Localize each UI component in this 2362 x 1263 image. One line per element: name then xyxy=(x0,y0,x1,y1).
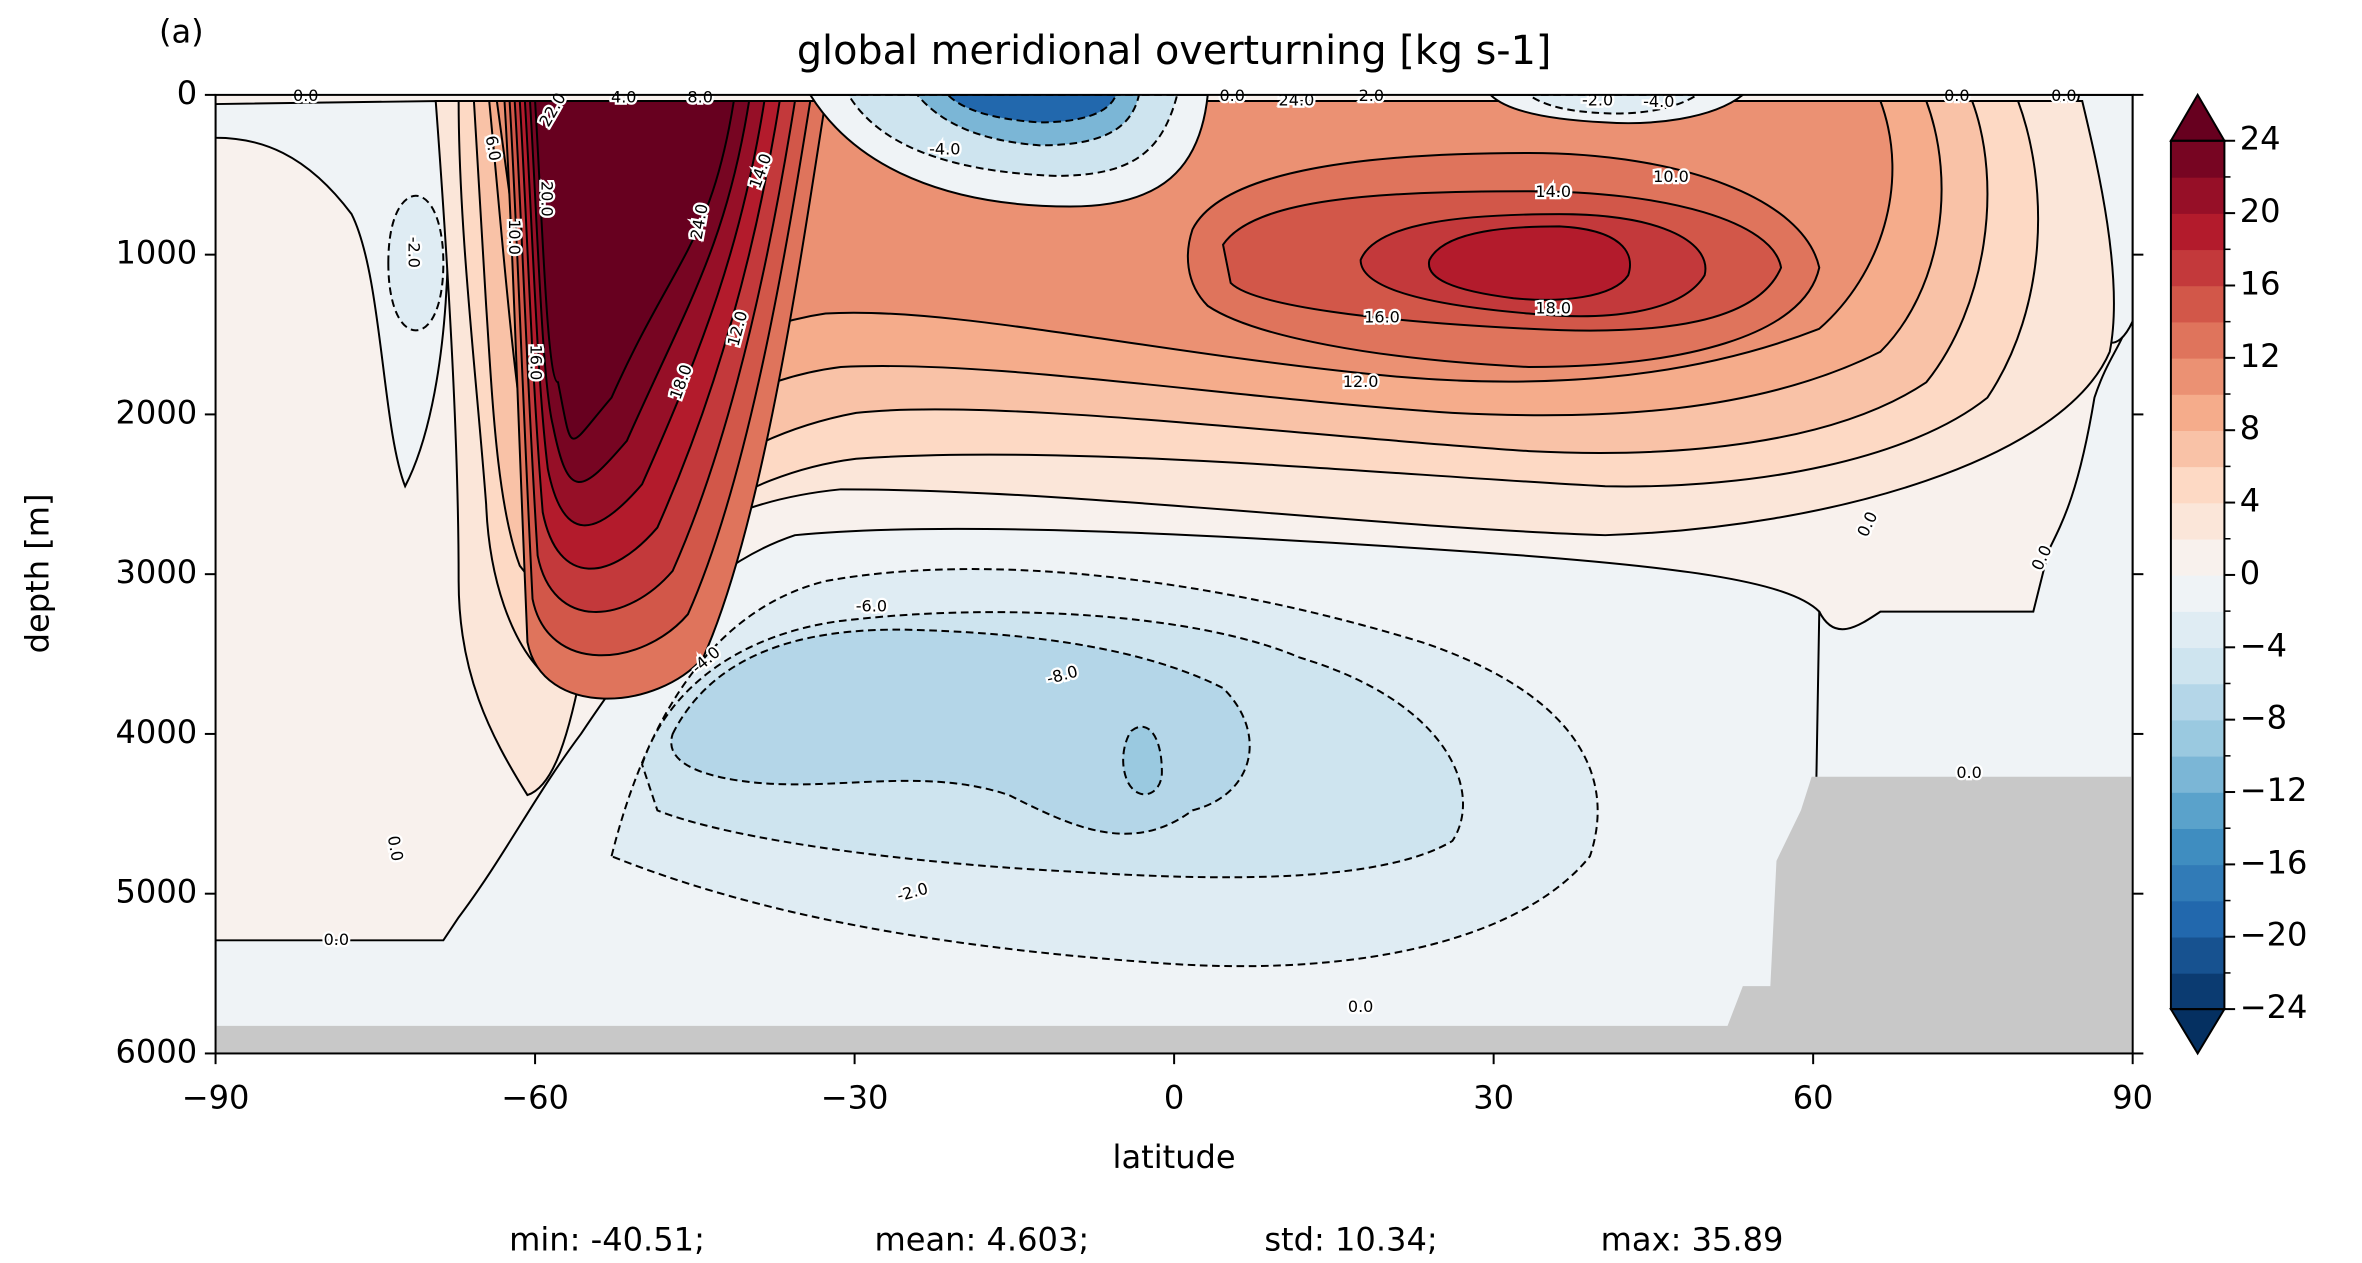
colorbar-band xyxy=(2170,430,2225,468)
y-tick-label: 1000 xyxy=(116,234,198,272)
y-tick-label: 4000 xyxy=(116,713,198,751)
contour-label: 12.0 xyxy=(1343,372,1379,391)
y-tick-label: 5000 xyxy=(116,873,198,911)
contour-label: 16.0 xyxy=(1364,308,1400,327)
y-tick-label: 0 xyxy=(177,74,197,112)
colorbar-band xyxy=(2170,900,2225,938)
y-tick-label: 2000 xyxy=(116,393,198,431)
colorbar-band xyxy=(2170,719,2225,757)
colorbar-tick-label: 20 xyxy=(2240,192,2281,230)
colorbar-tick-label: 24 xyxy=(2240,120,2281,158)
contour-fill xyxy=(387,194,445,332)
x-tick-label: −60 xyxy=(501,1078,569,1116)
contour-label: 20.0 xyxy=(537,181,556,217)
colorbar-band xyxy=(2170,755,2225,793)
contour-label: 10.0 xyxy=(505,219,524,255)
colorbar-band xyxy=(2170,249,2225,287)
colorbar-band xyxy=(2170,394,2225,431)
contour-label: 16.0 xyxy=(527,345,546,381)
stat: max: 35.89 xyxy=(1601,1220,1784,1258)
x-tick-label: 30 xyxy=(1473,1078,1514,1116)
contour-label: 0.0 xyxy=(1956,763,1982,782)
contour-label: 8.0 xyxy=(687,87,713,106)
colorbar-band xyxy=(2170,683,2225,721)
colorbar-tick-label: −8 xyxy=(2240,699,2287,737)
colorbar-band xyxy=(2170,321,2225,359)
contour-label: 14.0 xyxy=(1535,182,1571,201)
contour-label: 0.0 xyxy=(1348,997,1374,1016)
colorbar-band xyxy=(2170,936,2225,974)
x-tick-label: 0 xyxy=(1164,1078,1184,1116)
y-axis-label: depth [m] xyxy=(19,493,57,653)
contour-label: -6.0 xyxy=(856,597,887,616)
x-axis-label: latitude xyxy=(1113,1138,1236,1176)
colorbar-tick-label: −4 xyxy=(2240,626,2287,664)
contour-fill xyxy=(1427,225,1631,301)
x-tick-label: 60 xyxy=(1793,1078,1834,1116)
colorbar-band xyxy=(2170,972,2225,1010)
colorbar-tick-label: −12 xyxy=(2240,771,2308,809)
colorbar-tick-label: −16 xyxy=(2240,843,2308,881)
contour-fill xyxy=(1527,94,1699,115)
x-tick-label: −90 xyxy=(182,1078,250,1116)
contour-fill xyxy=(670,628,1251,835)
stat: mean: 4.603; xyxy=(874,1220,1089,1258)
stat: min: -40.51; xyxy=(509,1220,705,1258)
land-mask xyxy=(215,776,2133,1054)
colorbar-extension xyxy=(2169,92,2227,142)
colorbar-band xyxy=(2170,285,2225,323)
colorbar-tick-label: −20 xyxy=(2240,916,2308,954)
colorbar-band xyxy=(2170,140,2225,178)
contour-label: 0.0 xyxy=(324,930,350,949)
panel-label: (a) xyxy=(159,13,204,51)
colorbar-band xyxy=(2170,574,2225,612)
contour-label: 24.0 xyxy=(1279,91,1315,110)
colorbar-tick-label: 12 xyxy=(2240,337,2281,375)
colorbar-tick-label: 8 xyxy=(2240,409,2260,447)
colorbar-band xyxy=(2170,213,2225,251)
colorbar-band xyxy=(2170,176,2225,214)
colorbar-tick-label: −24 xyxy=(2240,988,2308,1026)
colorbar-tick-label: 0 xyxy=(2240,554,2260,592)
contour-fills xyxy=(215,94,2133,1054)
colorbar-tick-label: 4 xyxy=(2240,482,2260,520)
y-tick-label: 3000 xyxy=(116,553,198,591)
colorbar-tick-label: 16 xyxy=(2240,264,2281,302)
colorbar-band xyxy=(2170,864,2225,902)
contour-fill xyxy=(534,100,735,440)
colorbar-band xyxy=(2170,792,2225,829)
colorbar-extension xyxy=(2169,1008,2227,1056)
colorbar-band xyxy=(2170,538,2225,576)
colorbar-band xyxy=(2170,611,2225,649)
x-tick-label: −30 xyxy=(821,1078,889,1116)
colorbar-band xyxy=(2170,466,2225,504)
contour-label: -4.0 xyxy=(929,139,960,158)
contour-label: -2.0 xyxy=(1582,91,1613,110)
chart-title: global meridional overturning [kg s-1] xyxy=(797,28,1552,74)
contour-label: -2.0 xyxy=(404,237,423,268)
colorbar-band xyxy=(2170,828,2225,866)
contour-fill xyxy=(946,94,1118,124)
colorbar-band xyxy=(2170,357,2225,395)
x-tick-label: 90 xyxy=(2112,1078,2153,1116)
contour-label: 18.0 xyxy=(1535,298,1571,317)
contour-fill xyxy=(1122,725,1163,796)
stat: std: 10.34; xyxy=(1264,1220,1437,1258)
contour-label: 10.0 xyxy=(1653,167,1689,186)
colorbar-band xyxy=(2170,647,2225,685)
colorbar-band xyxy=(2170,502,2225,540)
y-tick-label: 6000 xyxy=(116,1032,198,1070)
contour-label: 4.0 xyxy=(611,87,637,106)
